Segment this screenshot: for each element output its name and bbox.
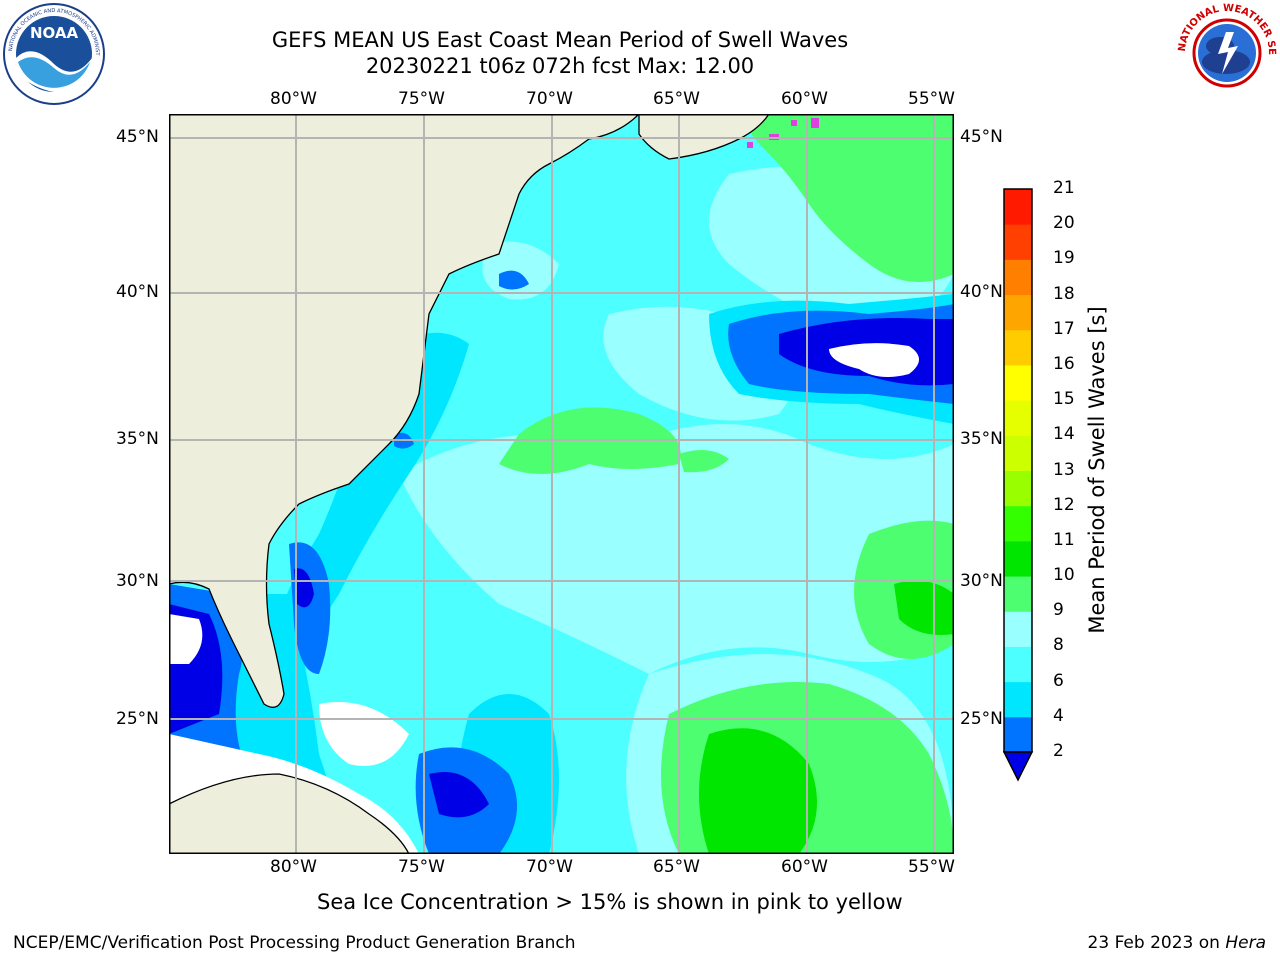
lat-label-left-30n: 30°N — [116, 571, 159, 591]
colorbar-tick-label: 13 — [1053, 459, 1075, 480]
lon-label-bottom-55w: 55°W — [908, 857, 955, 877]
sea-ice-3 — [791, 120, 797, 126]
colorbar-tick-label: 17 — [1053, 318, 1075, 339]
nws-logo: NATIONAL WEATHER SERVICE — [1176, 2, 1277, 102]
colorbar-segment — [1004, 400, 1032, 436]
lon-label-bottom-80w: 80°W — [270, 857, 317, 877]
lat-label-right-30n: 30°N — [960, 571, 1003, 591]
colorbar-tick-label: 20 — [1053, 213, 1075, 234]
footer-credit: NCEP/EMC/Verification Post Processing Pr… — [13, 933, 576, 953]
band-below2s-bahamas — [429, 772, 489, 818]
band-10-11s-southeast — [699, 728, 817, 854]
colorbar-segment — [1004, 716, 1032, 753]
lon-label-top-80w: 80°W — [270, 89, 317, 109]
land-us-east-coast — [169, 114, 640, 708]
lon-label-top-55w: 55°W — [908, 89, 955, 109]
lat-label-right-35n: 35°N — [960, 429, 1003, 449]
noaa-logo: NOAA NATIONAL OCEANIC AND ATMOSPHERIC AD… — [2, 2, 105, 105]
lon-label-bottom-75w: 75°W — [398, 857, 445, 877]
colorbar-segment — [1004, 576, 1032, 612]
colorbar-segment — [1004, 505, 1032, 542]
lon-label-top-75w: 75°W — [398, 89, 445, 109]
sea-ice-4 — [811, 118, 819, 128]
colorbar-segment — [1004, 611, 1032, 647]
colorbar-extend-min — [1002, 751, 1034, 782]
colorbar-tick-label: 9 — [1053, 600, 1064, 621]
colorbar-tick-label: 12 — [1053, 494, 1075, 515]
footer-date: 23 Feb 2023 on Hera — [1087, 933, 1266, 953]
map-frame — [169, 114, 954, 854]
lat-label-left-35n: 35°N — [116, 429, 159, 449]
lon-label-top-60w: 60°W — [781, 89, 828, 109]
colorbar-segment — [1004, 470, 1032, 507]
colorbar-segment — [1004, 540, 1032, 577]
colorbar-tick-label: 8 — [1053, 635, 1064, 656]
band-below2s-coastal — [294, 568, 314, 608]
colorbar — [1002, 188, 1034, 782]
swell-period-map[interactable] — [169, 114, 954, 854]
lat-label-left-45n: 45°N — [116, 127, 159, 147]
colorbar-segment — [1004, 329, 1032, 366]
lat-label-left-40n: 40°N — [116, 282, 159, 302]
band-8-9s-patch2 — [497, 527, 589, 584]
colorbar-title: Mean Period of Swell Waves [s] — [1085, 306, 1109, 634]
lon-label-top-70w: 70°W — [526, 89, 573, 109]
colorbar-segment — [1004, 435, 1032, 471]
lat-label-right-40n: 40°N — [960, 282, 1003, 302]
colorbar-tick-label: 19 — [1053, 248, 1075, 269]
sea-ice-1 — [747, 142, 753, 148]
lon-label-top-65w: 65°W — [653, 89, 700, 109]
colorbar-tick-label: 15 — [1053, 389, 1075, 410]
no-data-east — [829, 343, 919, 378]
band-8-9s-central — [399, 424, 954, 674]
land-cuba — [169, 773, 410, 854]
colorbar-segment — [1004, 646, 1032, 683]
band-9-10s-northeast — [739, 114, 954, 282]
colorbar-tick-label: 10 — [1053, 565, 1075, 586]
lon-label-bottom-60w: 60°W — [781, 857, 828, 877]
no-data-gulf — [169, 614, 203, 664]
lon-label-bottom-70w: 70°W — [526, 857, 573, 877]
colorbar-segment — [1004, 294, 1032, 331]
colorbar-segment — [1004, 364, 1032, 401]
colorbar-tick-label: 16 — [1053, 353, 1075, 374]
lon-label-bottom-65w: 65°W — [653, 857, 700, 877]
lat-label-left-25n: 25°N — [116, 709, 159, 729]
colorbar-tick-label: 21 — [1053, 178, 1075, 198]
colorbar-tick-label: 18 — [1053, 283, 1075, 304]
band-9-10s-patch — [679, 450, 729, 473]
sea-ice-note: Sea Ice Concentration > 15% is shown in … — [317, 890, 903, 914]
colorbar-tick-label: 2 — [1053, 741, 1064, 761]
colorbar-tick-label: 4 — [1053, 705, 1064, 726]
colorbar-segment — [1004, 189, 1032, 225]
figure-title: GEFS MEAN US East Coast Mean Period of S… — [271, 28, 849, 52]
colorbar-segment — [1004, 224, 1032, 260]
land-nova-scotia — [638, 114, 770, 160]
colorbar-segment — [1004, 681, 1032, 718]
colorbar-tick-label: 6 — [1053, 670, 1064, 691]
lat-label-right-25n: 25°N — [960, 709, 1003, 729]
colorbar-segment — [1004, 259, 1032, 296]
colorbar-tick-label: 11 — [1053, 529, 1075, 550]
figure-subtitle: 20230221 t06z 072h fcst Max: 12.00 — [365, 54, 755, 78]
colorbar-frame — [1003, 188, 1033, 753]
noaa-logo-text: NOAA — [30, 24, 79, 42]
band-2-4s-longisland — [499, 270, 529, 290]
colorbar-tick-label: 14 — [1053, 424, 1075, 445]
lat-label-right-45n: 45°N — [960, 127, 1003, 147]
band-10-11s-east — [894, 580, 954, 635]
graticule — [169, 114, 954, 854]
